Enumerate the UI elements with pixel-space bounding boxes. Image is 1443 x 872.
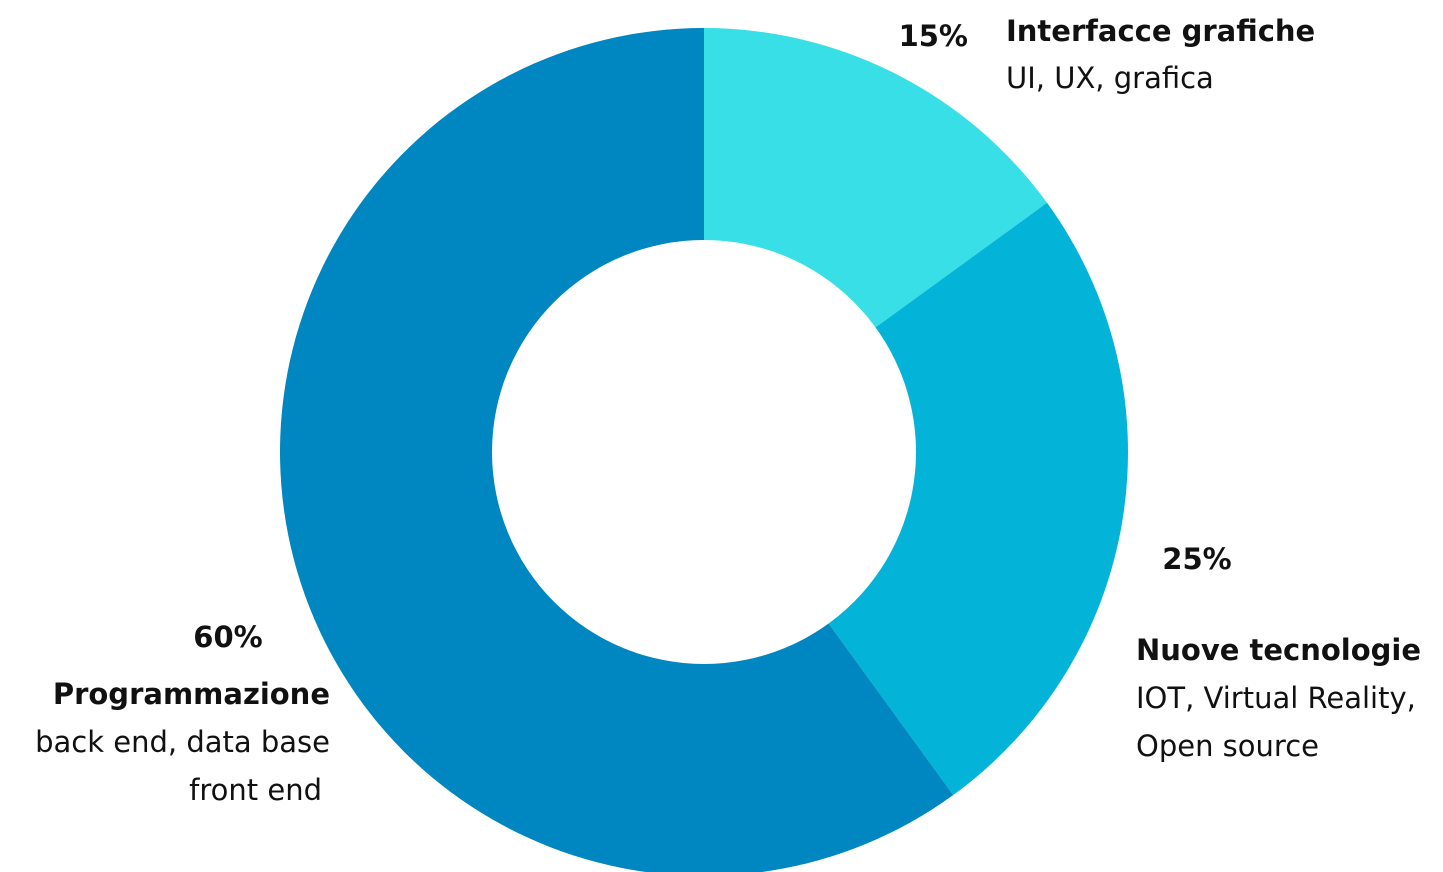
slice-label-interfacce-desc: UI, UX, grafica xyxy=(1006,61,1214,95)
slice-nuove-tecnologie xyxy=(704,202,1128,796)
slice-label-nuove-percent: 25% xyxy=(1162,542,1231,576)
slice-label-nuove-title: Nuove tecnologie xyxy=(1136,633,1421,667)
donut-hole xyxy=(492,240,916,664)
slice-label-programmazione-desc-1: back end, data base xyxy=(35,725,330,759)
slice-label-interfacce-title: Interfacce grafiche xyxy=(1006,14,1315,48)
slice-label-programmazione-percent: 60% xyxy=(193,620,262,654)
slice-label-interfacce-percent: 15% xyxy=(899,19,968,53)
slice-label-nuove-desc-2: Open source xyxy=(1136,729,1319,763)
slice-label-nuove-desc-1: IOT, Virtual Reality, xyxy=(1136,681,1416,715)
slice-label-programmazione-desc-2: front end xyxy=(189,773,322,807)
slice-label-programmazione-title: Programmazione xyxy=(53,677,330,711)
